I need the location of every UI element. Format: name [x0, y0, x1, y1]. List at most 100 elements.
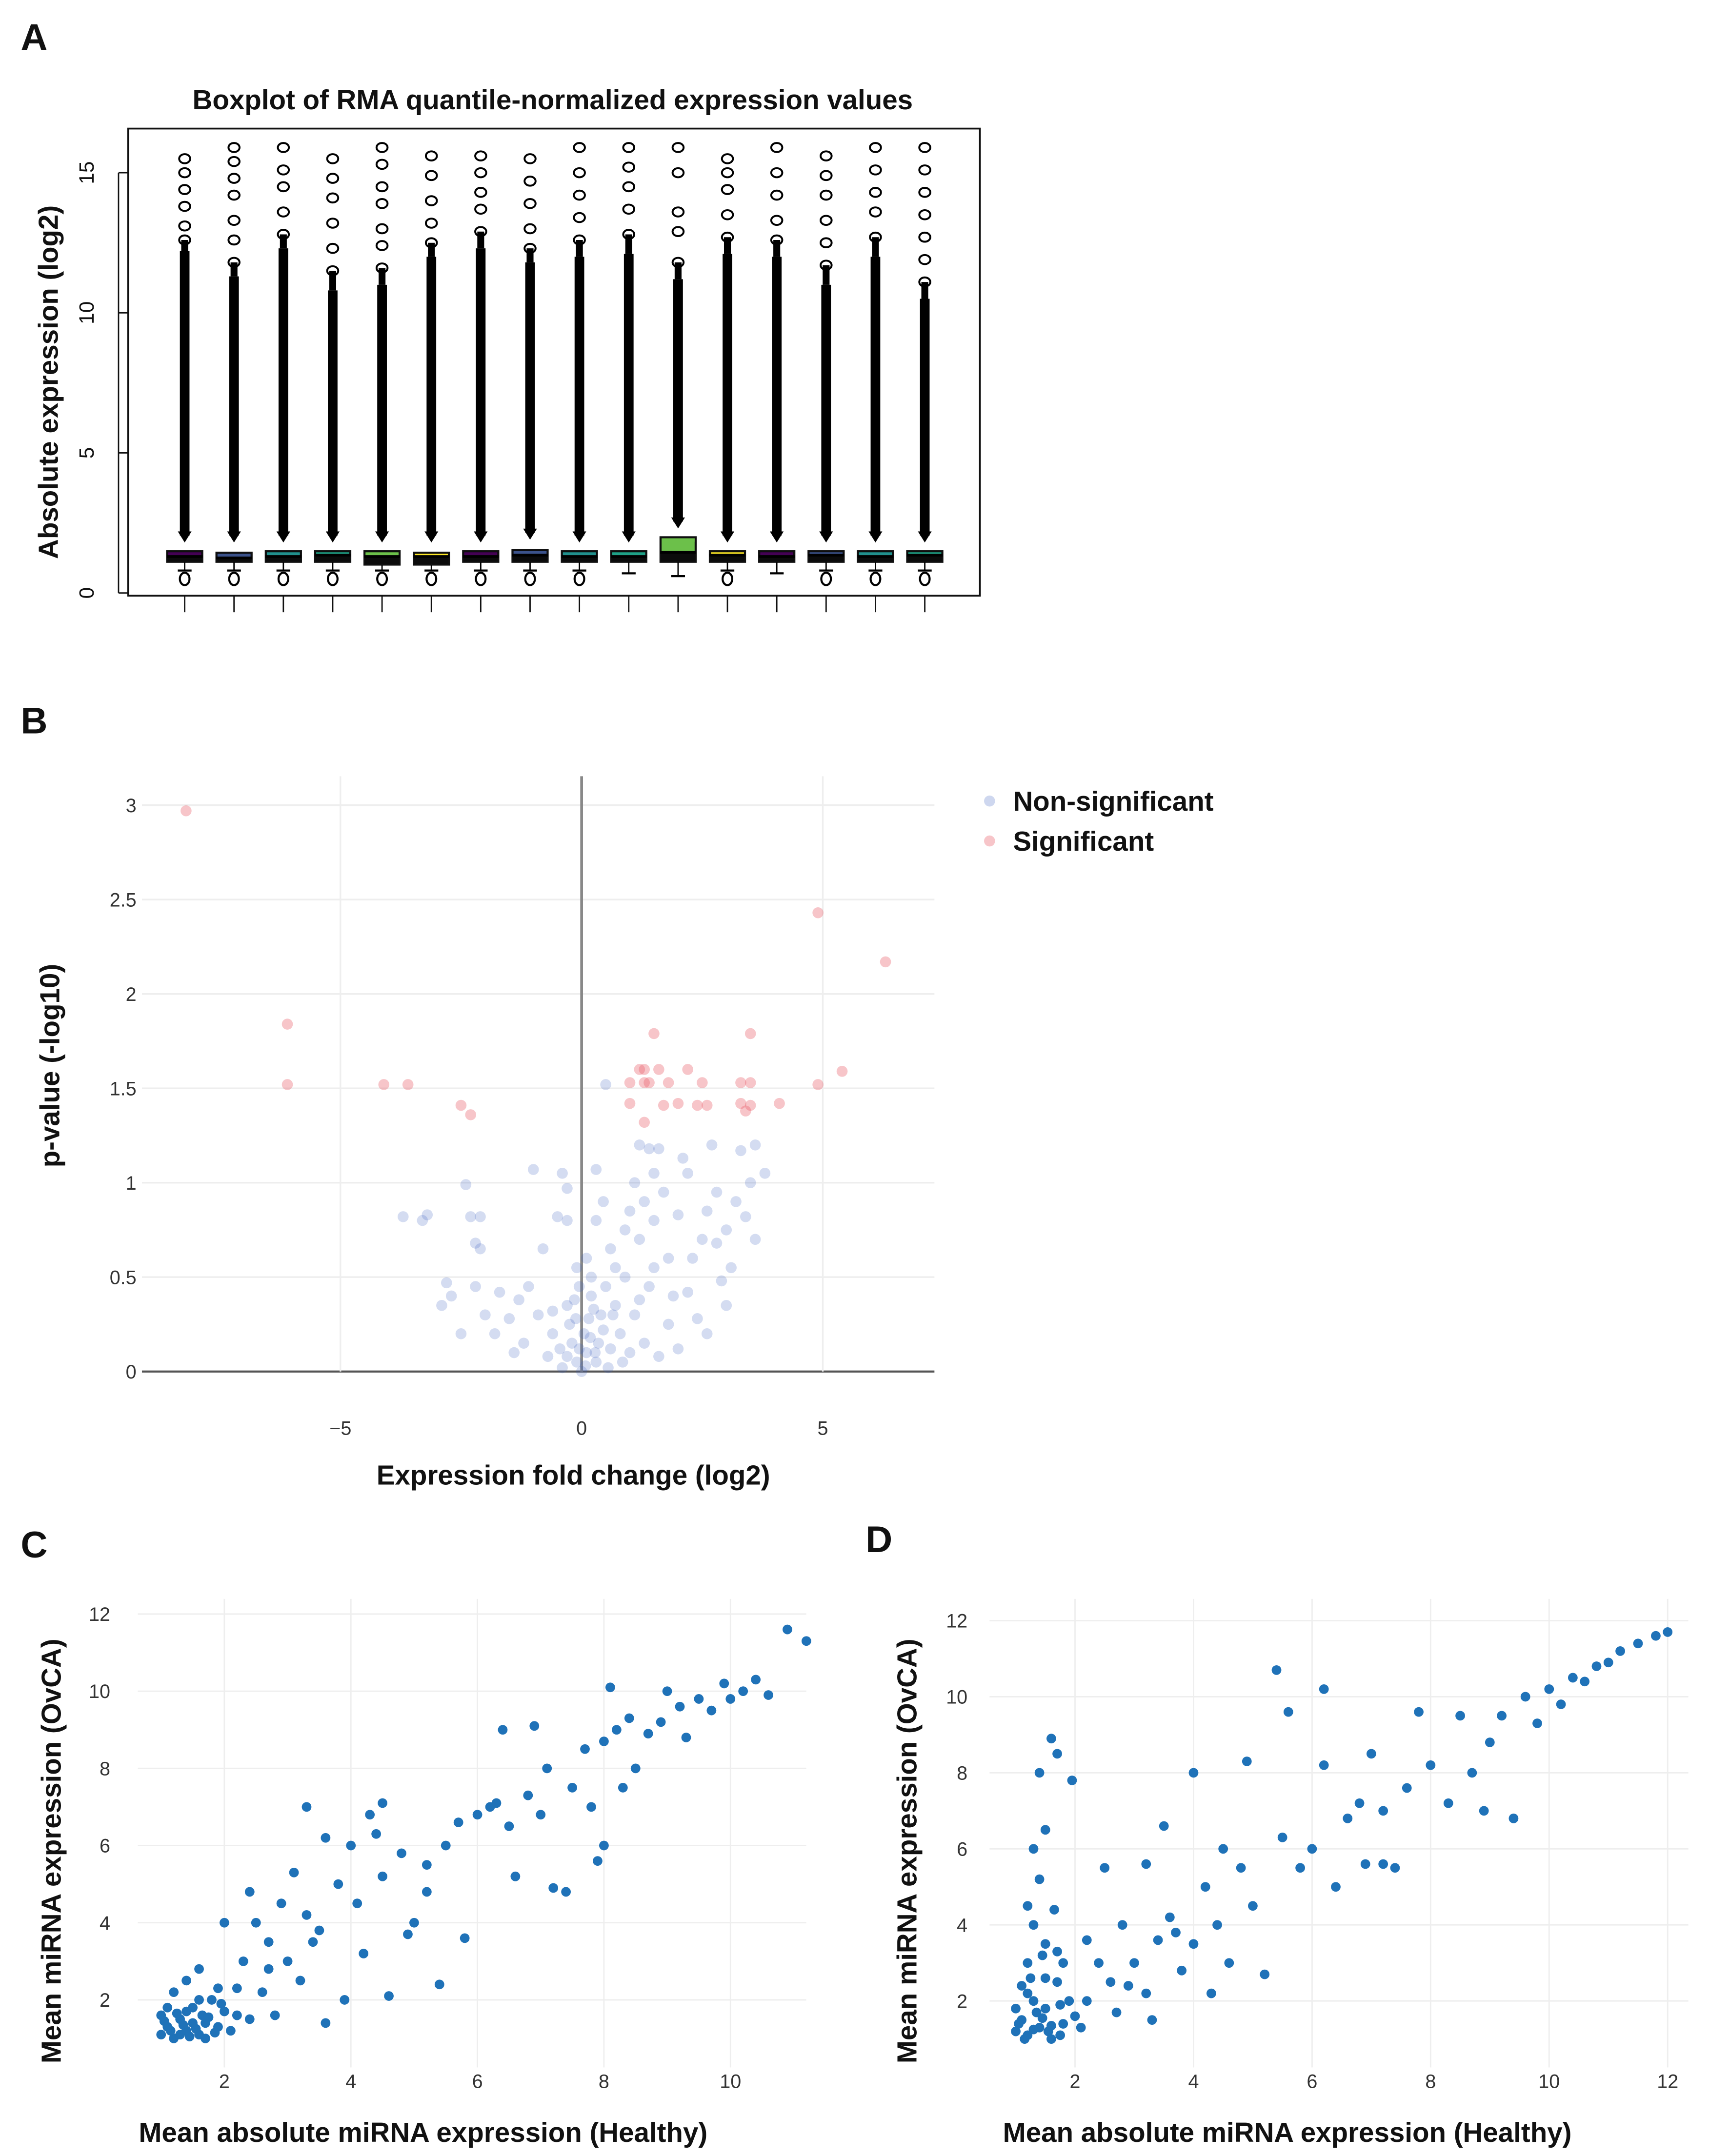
nonsignificant-point: [682, 1286, 693, 1298]
data-point: [1443, 1798, 1453, 1808]
low-outlier-point: [376, 571, 388, 586]
data-point: [1165, 1912, 1175, 1922]
y-tick-label: 4: [957, 1915, 967, 1936]
nonsignificant-point: [617, 1357, 628, 1368]
outlier-point: [277, 164, 290, 176]
nonsignificant-point: [580, 1360, 591, 1372]
nonsignificant-point: [489, 1328, 501, 1339]
box-color-band: [612, 552, 645, 556]
low-outlier-point: [425, 571, 438, 586]
outlier-point: [326, 192, 340, 204]
data-point: [1037, 1950, 1047, 1960]
y-tick-label: 10: [75, 301, 98, 324]
data-point: [191, 2024, 201, 2034]
nonsignificant-point: [470, 1281, 481, 1292]
nonsignificant-point: [532, 1309, 544, 1320]
data-point: [244, 2014, 255, 2024]
data-point: [225, 2026, 236, 2036]
outlier-point: [326, 242, 340, 254]
data-point: [422, 1887, 432, 1897]
box-color-band: [513, 551, 547, 555]
nonsignificant-point: [701, 1328, 713, 1339]
upper-whisker-cap: [375, 531, 389, 543]
y-tick-label: 1: [126, 1173, 137, 1194]
nonsignificant-point: [480, 1309, 491, 1320]
nonsignificant-point: [562, 1351, 573, 1362]
box-color-band: [365, 552, 399, 556]
data-point: [257, 1987, 267, 1997]
outlier-point: [869, 187, 882, 198]
data-point: [1277, 1833, 1287, 1842]
significant-point: [181, 805, 192, 817]
data-point: [359, 1949, 369, 1958]
outlier-point: [523, 176, 537, 187]
scatter-chart-d: 2 4 6 8 10 12 2 4 6 8 10 12 Mean absolute miRNA exp…: [892, 1598, 1689, 2148]
nonsignificant-point: [564, 1318, 575, 1330]
upper-whisker-cap: [868, 531, 883, 543]
data-point: [302, 1910, 312, 1920]
data-point: [1129, 1958, 1139, 1968]
nonsignificant-point: [573, 1343, 585, 1355]
nonsignificant-point: [465, 1211, 477, 1222]
data-point: [172, 2008, 182, 2018]
data-point: [1532, 1718, 1542, 1728]
nonsignificant-point: [682, 1168, 693, 1179]
nonsignificant-point: [557, 1362, 568, 1374]
nonsignificant-point: [585, 1271, 597, 1283]
low-outlier-point: [919, 571, 931, 586]
outlier-point: [326, 218, 340, 229]
data-point: [220, 1917, 229, 1928]
data-point: [289, 1868, 299, 1877]
significant-point: [880, 956, 891, 968]
nonsignificant-point: [687, 1253, 698, 1264]
significant-point: [643, 1077, 655, 1088]
outlier-point: [277, 181, 290, 193]
nonsignificant-point: [749, 1139, 761, 1151]
nonsignificant-point: [569, 1294, 580, 1305]
outlier-point: [671, 226, 685, 238]
data-point: [232, 2010, 242, 2020]
data-point: [1580, 1677, 1590, 1687]
significant-point: [455, 1099, 467, 1111]
data-point: [1058, 2019, 1068, 2029]
data-point: [548, 1883, 559, 1893]
significant-point: [836, 1066, 848, 1077]
outlier-point: [622, 203, 636, 215]
nonsignificant-point: [571, 1262, 583, 1274]
y-axis-label: p-value (-log10): [34, 964, 65, 1168]
significant-point: [740, 1105, 751, 1117]
data-point: [1046, 2034, 1056, 2044]
data-point: [1023, 1958, 1033, 1968]
nonsignificant-point: [547, 1305, 559, 1317]
data-point: [441, 1840, 451, 1851]
data-point: [605, 1682, 615, 1693]
significant-point: [692, 1099, 703, 1111]
significant-point: [744, 1099, 756, 1111]
significant-point: [812, 1079, 824, 1090]
data-point: [403, 1929, 413, 1939]
nonsignificant-point: [475, 1211, 486, 1222]
data-point: [1049, 1905, 1059, 1915]
y-tick-label: 3: [126, 795, 137, 817]
nonsignificant-point: [562, 1215, 573, 1226]
data-point: [1479, 1806, 1489, 1816]
outlier-point: [721, 153, 734, 164]
data-point: [599, 1840, 609, 1851]
data-point: [580, 1744, 590, 1754]
x-tick-label: −5: [329, 1418, 351, 1439]
nonsignificant-point: [643, 1281, 655, 1292]
data-point: [675, 1701, 685, 1712]
data-point: [719, 1678, 729, 1689]
low-outlier-point: [179, 571, 191, 586]
data-point: [1426, 1760, 1436, 1770]
data-point: [1040, 1825, 1050, 1835]
outlier-point: [622, 161, 636, 173]
data-point: [251, 1917, 261, 1928]
data-point: [409, 1917, 419, 1928]
data-point: [1028, 2024, 1039, 2035]
data-point: [194, 1964, 204, 1974]
data-point: [1011, 2026, 1021, 2036]
nonsignificant-point: [547, 1328, 559, 1339]
data-point: [504, 1821, 514, 1831]
y-tick-label: 2.5: [110, 889, 137, 911]
